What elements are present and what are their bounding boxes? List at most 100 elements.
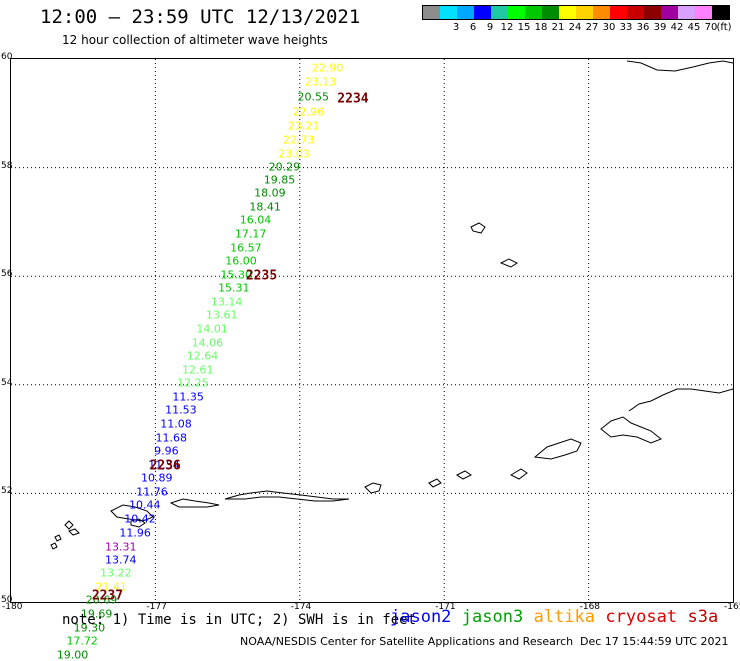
legend-label: 39: [653, 22, 667, 33]
longitude-tick-label: -171: [435, 602, 456, 612]
legend-label: 21: [551, 22, 565, 33]
pass-time-label: 2235: [245, 268, 278, 284]
legend-label: 6: [469, 22, 477, 33]
wave-height-value: 22.96: [292, 105, 325, 119]
legend-label: 9: [486, 22, 494, 33]
legend-swatch: [661, 6, 678, 19]
longitude-tick-label: -177: [146, 602, 167, 612]
wave-height-value: 15.31: [218, 281, 250, 295]
legend-label: 12: [500, 22, 514, 33]
coastline: [428, 478, 442, 488]
legend-swatch: [712, 6, 729, 19]
legend-swatch: [627, 6, 644, 19]
wave-height-value: 21.41: [95, 580, 127, 594]
latitude-tick-label: 56: [1, 269, 13, 280]
wave-height-value: 23.03: [278, 147, 310, 161]
legend-swatch: [508, 6, 525, 19]
coastline: [224, 490, 350, 502]
wave-height-value: 13.61: [206, 308, 238, 322]
coastline: [509, 468, 528, 480]
color-legend: 3 6 9 12 15 18 21 24 27 30 33 36 39 42 45 70 (ft): [422, 5, 732, 34]
wave-height-value: 11.96: [119, 526, 151, 540]
coastline: [628, 388, 733, 412]
wave-height-value: 14.06: [191, 336, 224, 350]
wave-height-value: 16.00: [225, 254, 257, 268]
legend-label: 36: [636, 22, 650, 33]
coastline: [364, 482, 382, 494]
coastline: [169, 498, 220, 508]
legend-swatch: [474, 6, 491, 19]
legend-swatch: [542, 6, 559, 19]
wave-height-value: 17.72: [66, 634, 98, 648]
pass-time-label: 2234: [337, 91, 369, 107]
legend-swatch: [559, 6, 576, 19]
wave-height-value: 13.31: [104, 540, 137, 554]
coastline: [626, 60, 733, 72]
wave-height-value: 13.14: [210, 295, 243, 309]
coastline: [533, 438, 582, 460]
wave-height-value: 11.53: [165, 403, 197, 417]
coastline: [110, 504, 154, 522]
legend-label: 33: [619, 22, 633, 33]
coastline: [54, 534, 62, 542]
wave-height-value: 11.35: [172, 390, 204, 404]
satellite-name: altika: [533, 607, 596, 627]
wave-height-value: 12.25: [177, 376, 209, 390]
latitude-tick-label: 52: [1, 486, 13, 497]
coastline: [64, 520, 74, 530]
wave-height-value: 19.85: [263, 173, 296, 187]
coastline: [68, 528, 80, 536]
map-subtitle: 12 hour collection of altimeter wave hei…: [62, 33, 328, 47]
legend-swatch: [695, 6, 712, 19]
wave-height-value: 10.89: [141, 471, 173, 485]
wave-height-value: 10.42: [124, 512, 156, 526]
satellite-name: jason3: [461, 607, 524, 627]
wave-height-value: 11.08: [160, 417, 192, 431]
wave-height-value: 22.90: [311, 61, 344, 75]
wave-height-value: 20.29: [268, 160, 301, 174]
latitude-tick-label: 60: [1, 52, 13, 62]
legend-swatch: [440, 6, 457, 19]
wave-height-value: 17.17: [234, 227, 267, 241]
legend-swatches: [422, 5, 730, 20]
wave-height-value: 12.64: [186, 349, 219, 363]
latitude-tick-label: 58: [1, 160, 13, 171]
wave-height-value: 11.76: [136, 485, 168, 499]
wave-height-value: 18.41: [249, 200, 281, 214]
pass-time-label: 2236: [149, 458, 181, 474]
legend-swatch: [525, 6, 542, 19]
legend-label: 45: [687, 22, 701, 33]
pass-time-label: 2237: [91, 588, 124, 604]
legend-label: 3: [452, 22, 460, 33]
wave-height-value: 14.01: [196, 322, 228, 336]
wave-height-value: 20.69: [85, 593, 118, 607]
wave-height-value: 12.61: [181, 363, 214, 377]
wave-height-value: 13.74: [104, 553, 137, 567]
legend-swatch: [491, 6, 508, 19]
wave-height-value: 19.00: [56, 648, 89, 661]
longitude-tick-label: -168: [579, 602, 601, 612]
wave-height-value: 13.22: [100, 566, 132, 580]
legend-swatch: [644, 6, 661, 19]
wave-height-value: 18.09: [254, 186, 286, 200]
wave-height-value: 16.04: [239, 213, 272, 227]
legend-swatch: [678, 6, 695, 19]
coastline: [499, 258, 518, 268]
credit-text: NOAA/NESDIS Center for Satellite Applica…: [240, 635, 574, 648]
legend-labels: 3 6 9 12 15 18 21 24 27 30 33 36 39 42 45 70 (ft): [422, 20, 732, 34]
longitude-tick-label: -180: [2, 602, 23, 612]
wave-height-value: 19.30: [73, 621, 106, 635]
wave-height-value: 11.68: [155, 431, 187, 445]
latitude-tick-label: 54: [1, 377, 13, 388]
wave-height-value: 16.57: [230, 241, 262, 254]
wave-height-value: 23.21: [287, 119, 320, 133]
coastline: [50, 542, 58, 550]
longitude-tick-label: -174: [290, 602, 312, 612]
legend-unit: (ft): [716, 22, 732, 33]
map-svg: [11, 59, 733, 602]
wave-height-value: 20.55: [297, 90, 329, 104]
wave-height-value: 10.44: [129, 498, 161, 512]
legend-label: 27: [585, 22, 599, 33]
satellite-name: s3a: [687, 607, 719, 627]
wave-height-value: 19.69: [80, 607, 113, 621]
